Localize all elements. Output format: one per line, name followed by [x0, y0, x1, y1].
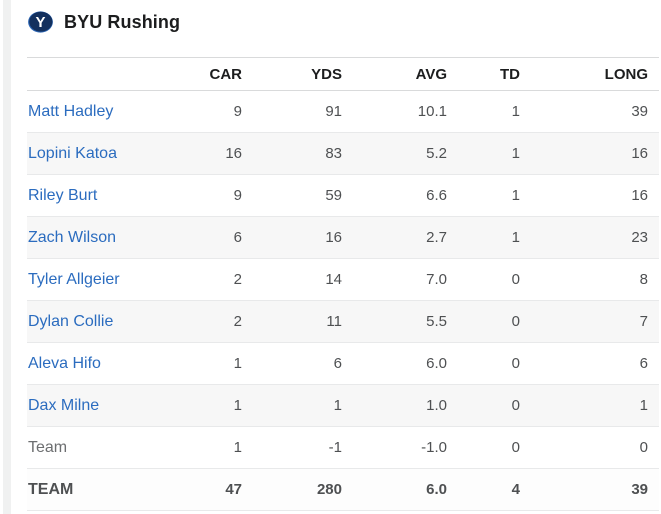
stat-yds: 59	[242, 174, 342, 217]
page-edge-strip	[3, 0, 11, 514]
stat-car: 9	[202, 90, 242, 133]
stat-td: 0	[447, 426, 520, 469]
stat-car: 2	[202, 300, 242, 343]
stat-long: 16	[520, 132, 659, 175]
player-row: Riley Burt 9 59 6.6 1 16	[27, 174, 659, 217]
player-row: Zach Wilson 6 16 2.7 1 23	[27, 216, 659, 259]
team-total-row: TEAM 47 280 6.0 4 39	[27, 468, 659, 511]
stat-avg: 1.0	[342, 384, 447, 427]
stat-long: 6	[520, 342, 659, 385]
stat-car: 2	[202, 258, 242, 301]
col-header-yds: YDS	[242, 57, 342, 91]
stat-yds: 83	[242, 132, 342, 175]
team-misc-label: Team	[28, 438, 68, 456]
stat-avg: 2.7	[342, 216, 447, 259]
player-name-link[interactable]: Dax Milne	[28, 396, 100, 414]
stat-yds: -1	[242, 426, 342, 469]
stat-long: 0	[520, 426, 659, 469]
player-name-link[interactable]: Tyler Allgeier	[28, 270, 120, 288]
player-name-link[interactable]: Aleva Hifo	[28, 354, 101, 372]
svg-text:Y: Y	[35, 14, 45, 31]
stat-long: 39	[520, 90, 659, 133]
total-label: TEAM	[27, 468, 202, 511]
stat-td: 0	[447, 342, 520, 385]
table-header-row: CAR YDS AVG TD LONG	[27, 57, 659, 91]
stat-yds: 16	[242, 216, 342, 259]
page-title: BYU Rushing	[64, 11, 181, 32]
stat-avg: 6.0	[342, 342, 447, 385]
stat-avg: 5.5	[342, 300, 447, 343]
stat-td: 1	[447, 90, 520, 133]
stat-yds: 1	[242, 384, 342, 427]
player-name-link[interactable]: Lopini Katoa	[28, 144, 117, 162]
player-row: Dylan Collie 2 11 5.5 0 7	[27, 300, 659, 343]
col-header-long: LONG	[520, 57, 659, 91]
stat-long: 23	[520, 216, 659, 259]
stat-long: 7	[520, 300, 659, 343]
total-td: 4	[447, 468, 520, 511]
total-car: 47	[202, 468, 242, 511]
stat-car: 1	[202, 426, 242, 469]
col-header-player	[27, 57, 202, 91]
stat-avg: 7.0	[342, 258, 447, 301]
stat-car: 9	[202, 174, 242, 217]
player-row: Lopini Katoa 16 83 5.2 1 16	[27, 132, 659, 175]
player-name-link[interactable]: Riley Burt	[28, 186, 98, 204]
player-row: Tyler Allgeier 2 14 7.0 0 8	[27, 258, 659, 301]
stat-avg: -1.0	[342, 426, 447, 469]
stat-td: 1	[447, 174, 520, 217]
stat-td: 1	[447, 132, 520, 175]
rushing-table: CAR YDS AVG TD LONG Matt Hadley 9 91 10.…	[27, 57, 659, 511]
player-row: Matt Hadley 9 91 10.1 1 39	[27, 90, 659, 133]
stat-yds: 91	[242, 90, 342, 133]
player-row: Dax Milne 1 1 1.0 0 1	[27, 384, 659, 427]
stat-car: 6	[202, 216, 242, 259]
team-misc-row: Team 1 -1 -1.0 0 0	[27, 426, 659, 469]
section-header: Y BYU Rushing	[27, 0, 659, 44]
col-header-td: TD	[447, 57, 520, 91]
stat-long: 8	[520, 258, 659, 301]
stat-yds: 14	[242, 258, 342, 301]
stat-td: 0	[447, 258, 520, 301]
stat-avg: 10.1	[342, 90, 447, 133]
player-name-link[interactable]: Matt Hadley	[28, 102, 114, 120]
byu-logo-icon: Y	[28, 11, 53, 33]
col-header-car: CAR	[202, 57, 242, 91]
stat-car: 1	[202, 342, 242, 385]
stat-long: 16	[520, 174, 659, 217]
player-row: Aleva Hifo 1 6 6.0 0 6	[27, 342, 659, 385]
total-yds: 280	[242, 468, 342, 511]
player-name-link[interactable]: Zach Wilson	[28, 228, 117, 246]
stat-car: 1	[202, 384, 242, 427]
stat-td: 0	[447, 300, 520, 343]
stat-td: 1	[447, 216, 520, 259]
stat-avg: 5.2	[342, 132, 447, 175]
total-long: 39	[520, 468, 659, 511]
player-name-link[interactable]: Dylan Collie	[28, 312, 114, 330]
stat-yds: 6	[242, 342, 342, 385]
stat-long: 1	[520, 384, 659, 427]
col-header-avg: AVG	[342, 57, 447, 91]
stat-td: 0	[447, 384, 520, 427]
total-avg: 6.0	[342, 468, 447, 511]
stat-car: 16	[202, 132, 242, 175]
stat-yds: 11	[242, 300, 342, 343]
stat-avg: 6.6	[342, 174, 447, 217]
